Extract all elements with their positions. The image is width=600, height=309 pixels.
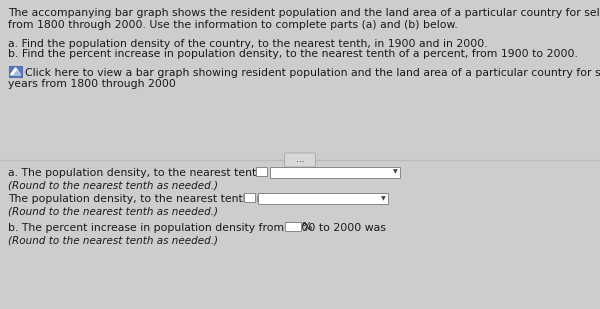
- Text: (Round to the nearest tenth as needed.): (Round to the nearest tenth as needed.): [8, 235, 218, 245]
- Text: a. The population density, to the nearest tenth, in 1900 was: a. The population density, to the neares…: [8, 168, 336, 178]
- Text: ▼: ▼: [381, 196, 386, 201]
- FancyBboxPatch shape: [9, 66, 22, 77]
- Text: (Round to the nearest tenth as needed.): (Round to the nearest tenth as needed.): [8, 206, 218, 216]
- Bar: [0, 160, 600, 309]
- Text: The population density, to the nearest tenth, in 2000 was: The population density, to the nearest t…: [8, 194, 323, 204]
- Text: a. Find the population density of the country, to the nearest tenth, in 1900 and: a. Find the population density of the co…: [8, 39, 488, 49]
- FancyBboxPatch shape: [256, 167, 267, 176]
- FancyBboxPatch shape: [258, 193, 388, 204]
- FancyBboxPatch shape: [285, 222, 301, 231]
- Polygon shape: [14, 71, 20, 75]
- Text: Click here to view a bar graph showing resident population and the land area of : Click here to view a bar graph showing r…: [25, 68, 600, 78]
- Text: ▼: ▼: [393, 170, 398, 175]
- FancyBboxPatch shape: [270, 167, 400, 177]
- Bar: [0, 0, 600, 160]
- Text: ...: ...: [296, 155, 304, 164]
- Text: The accompanying bar graph shows the resident population and the land area of a : The accompanying bar graph shows the res…: [8, 8, 600, 18]
- FancyBboxPatch shape: [284, 153, 316, 167]
- Text: from 1800 through 2000. Use the information to complete parts (a) and (b) below.: from 1800 through 2000. Use the informat…: [8, 19, 458, 29]
- Text: %: %: [302, 222, 312, 232]
- FancyBboxPatch shape: [244, 193, 254, 202]
- Text: years from 1800 through 2000: years from 1800 through 2000: [8, 79, 176, 89]
- Text: b. The percent increase in population density from 1900 to 2000 was: b. The percent increase in population de…: [8, 223, 386, 233]
- Text: b. Find the percent increase in population density, to the nearest tenth of a pe: b. Find the percent increase in populati…: [8, 49, 578, 59]
- Polygon shape: [11, 68, 20, 75]
- Text: (Round to the nearest tenth as needed.): (Round to the nearest tenth as needed.): [8, 180, 218, 190]
